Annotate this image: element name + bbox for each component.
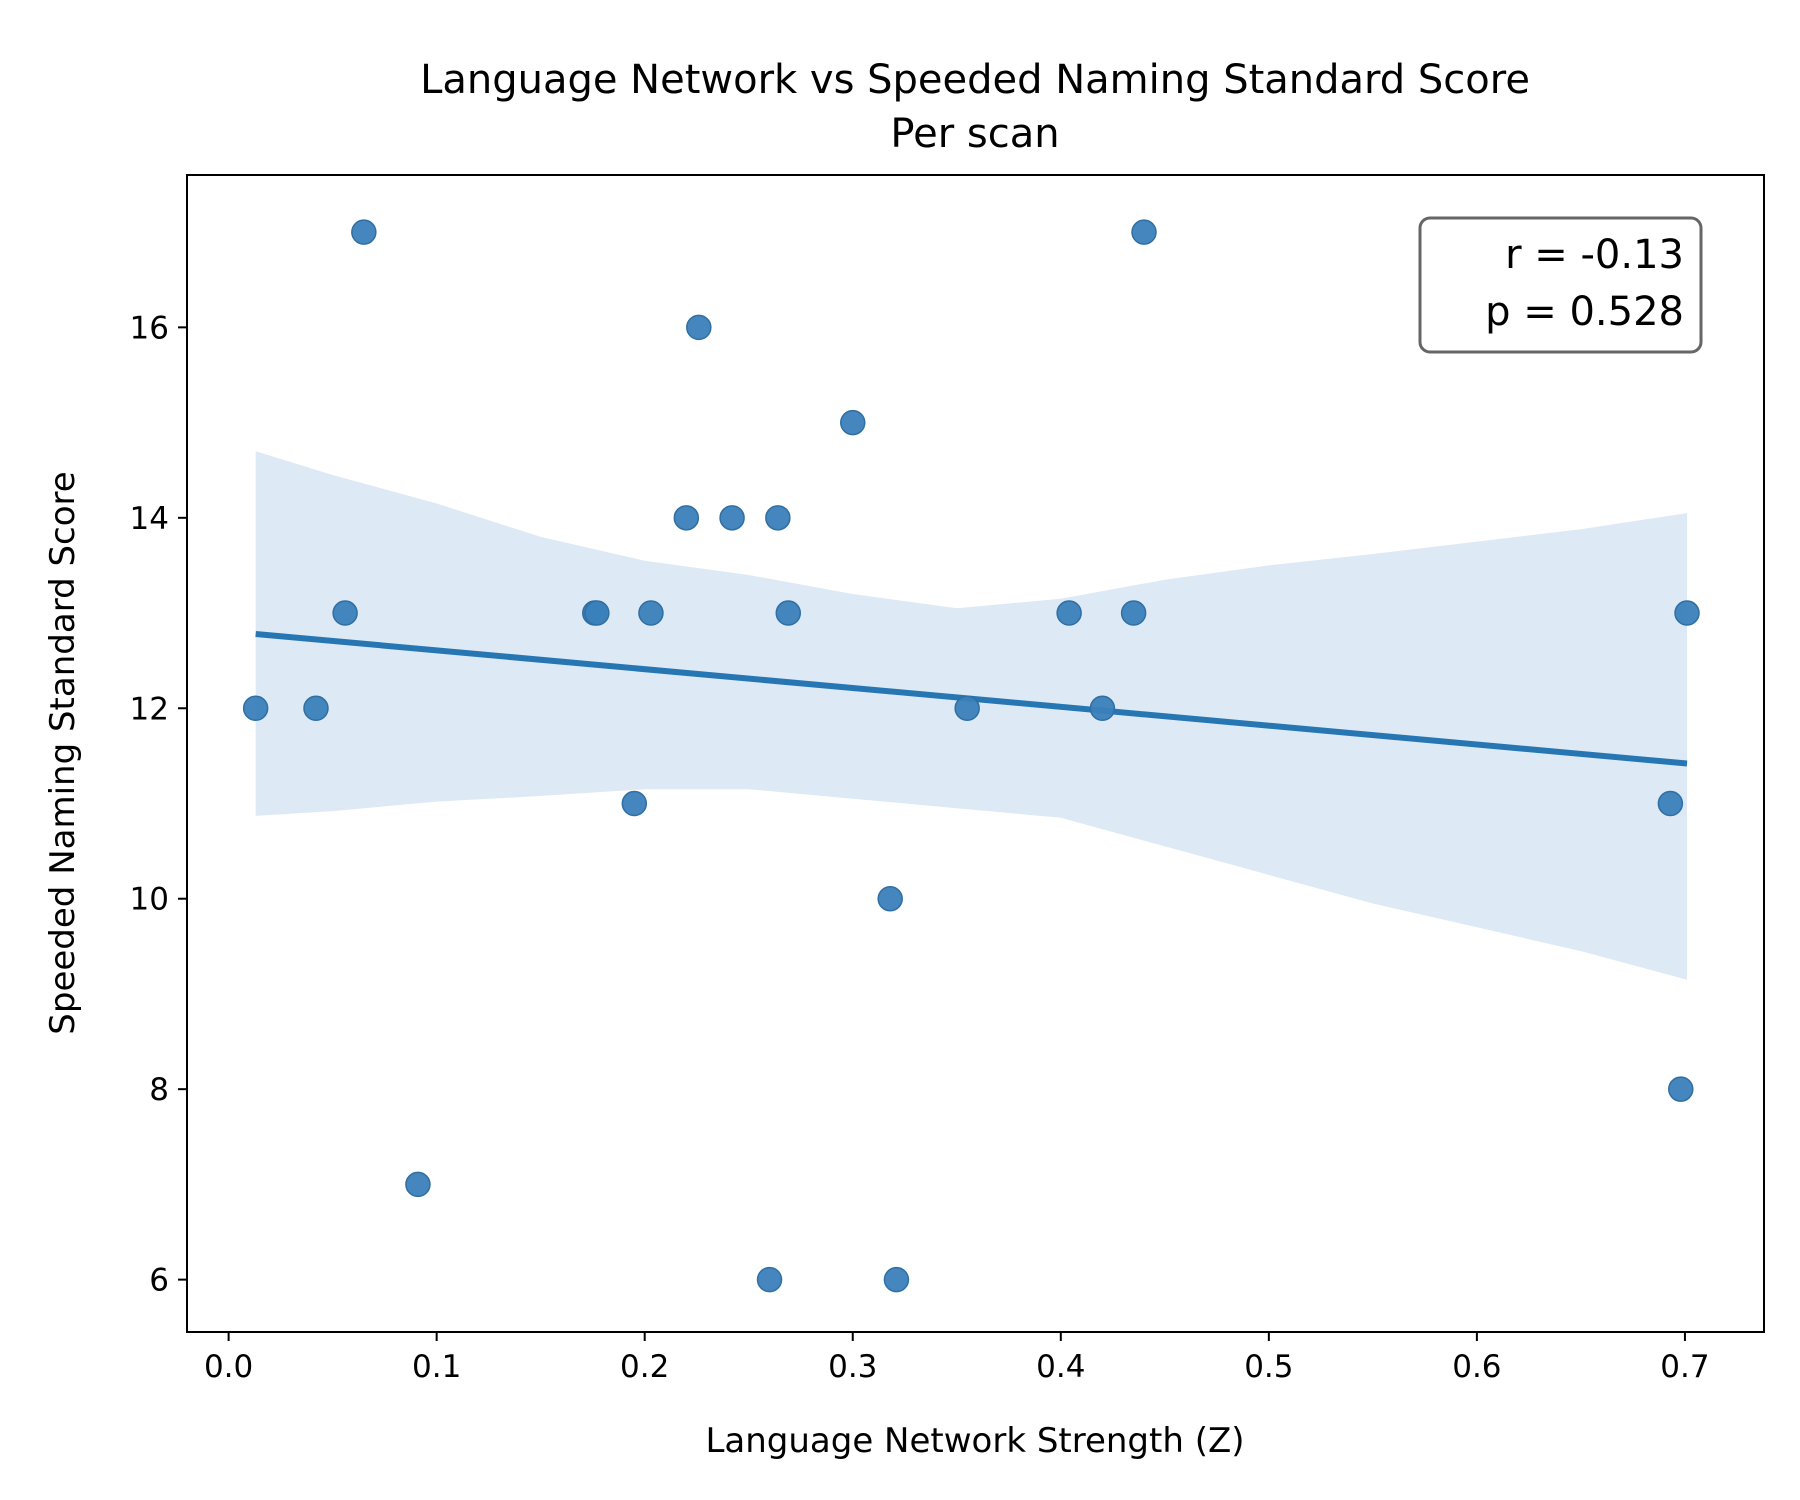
plot-area	[242, 219, 1700, 1293]
data-point	[765, 505, 791, 531]
x-tick-label: 0.4	[1036, 1349, 1085, 1385]
data-point	[673, 505, 700, 531]
data-point	[1657, 790, 1684, 817]
y-tick-label: 12	[130, 691, 169, 727]
data-point	[877, 885, 903, 912]
data-point	[1056, 600, 1082, 626]
x-tick-label: 0.3	[828, 1349, 877, 1385]
data-point	[1668, 1076, 1694, 1102]
data-point	[1120, 600, 1147, 626]
data-point	[1089, 695, 1116, 722]
data-point	[756, 1266, 783, 1293]
data-point	[351, 219, 377, 245]
data-point	[1131, 219, 1157, 245]
x-tick-label: 0.6	[1452, 1349, 1501, 1385]
stats-annotation: r = -0.13 p = 0.528	[1418, 216, 1703, 354]
y-tick-label: 6	[149, 1263, 169, 1299]
data-point	[954, 695, 980, 722]
data-point	[332, 600, 358, 626]
data-point	[621, 790, 648, 817]
data-point	[303, 695, 329, 722]
plot-frame	[186, 174, 1765, 1333]
y-tick-label: 14	[130, 501, 169, 537]
chart-title: Language Network vs Speeded Naming Stand…	[420, 57, 1530, 103]
x-tick-label: 0.7	[1660, 1349, 1709, 1385]
y-axis-label: Speeded Naming Standard Score	[43, 471, 83, 1034]
x-axis: 0.0 0.1 0.2 0.3 0.4 0.5 0.6 0.7	[204, 1332, 1710, 1385]
x-axis-label: Language Network Strength (Z)	[705, 1421, 1244, 1461]
data-point	[719, 505, 745, 531]
chart-subtitle: Per scan	[890, 111, 1059, 157]
y-tick-label: 10	[130, 882, 169, 918]
data-point	[242, 695, 269, 722]
y-axis: 6 8 10 12 14 16	[130, 310, 187, 1299]
x-tick-label: 0.2	[620, 1349, 669, 1385]
x-tick-label: 0.5	[1244, 1349, 1293, 1385]
data-point	[883, 1266, 910, 1293]
y-tick-label: 16	[130, 310, 169, 346]
data-point	[840, 409, 866, 436]
y-tick-label: 8	[149, 1072, 169, 1108]
data-point	[638, 600, 664, 626]
data-point	[686, 314, 712, 341]
stats-p-value: p = 0.528	[1485, 289, 1684, 335]
data-point	[775, 600, 802, 626]
x-tick-label: 0.1	[412, 1349, 461, 1385]
data-point	[405, 1171, 431, 1198]
x-tick-label: 0.0	[204, 1349, 253, 1385]
data-point	[584, 600, 610, 626]
stats-r-value: r = -0.13	[1505, 232, 1684, 278]
stats-box	[1418, 216, 1703, 354]
data-point	[1674, 600, 1700, 626]
